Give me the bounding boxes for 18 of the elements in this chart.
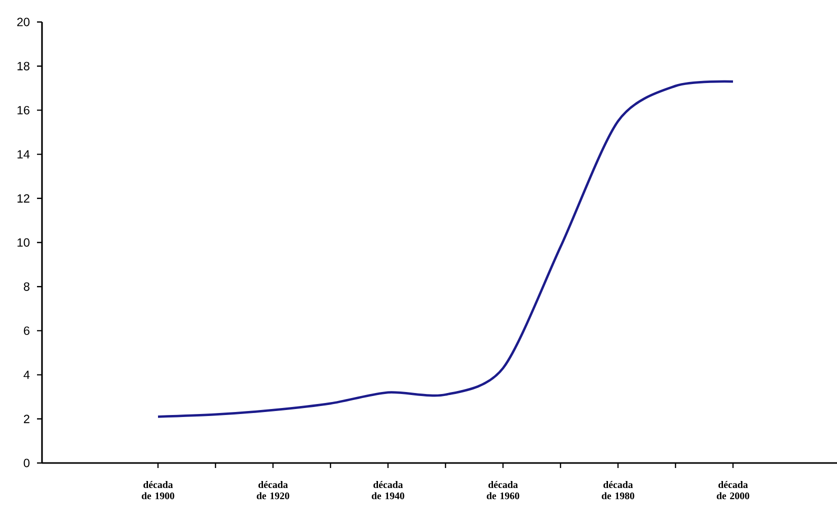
- x-tick-label: década de 1920: [256, 481, 290, 500]
- x-tick-label: década de 2000: [716, 481, 750, 500]
- y-tick-label: 20: [17, 18, 30, 26]
- y-tick-label: 8: [24, 282, 30, 291]
- x-tick-label: década de 1900: [142, 481, 174, 500]
- y-tick-label: 0: [24, 458, 30, 468]
- y-tick-label: 16: [18, 106, 30, 114]
- y-tick-label: 2: [24, 414, 30, 424]
- y-tick-label: 10: [18, 238, 30, 247]
- y-tick-label: 6: [24, 326, 30, 335]
- x-tick-label: década de 1980: [602, 481, 634, 500]
- y-tick-label: 12: [18, 194, 30, 203]
- y-tick-label: 14: [18, 150, 30, 158]
- y-tick-label: 4: [24, 370, 30, 379]
- x-tick-label: década de 1940: [372, 481, 404, 500]
- line-series: [156, 80, 734, 418]
- y-tick-label: 18: [18, 62, 30, 70]
- x-tick-label: década de 1960: [486, 481, 520, 500]
